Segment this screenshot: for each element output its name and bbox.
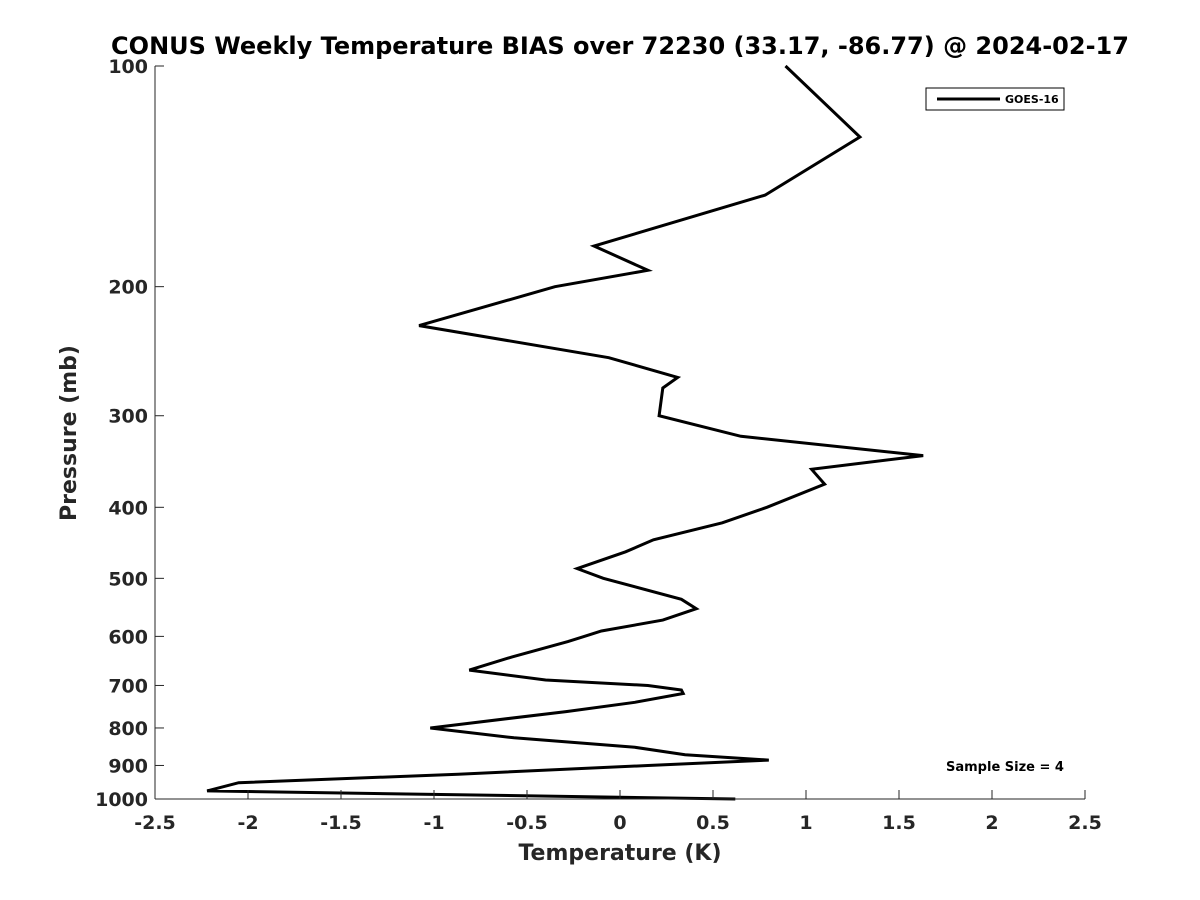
x-tick-label: 0 xyxy=(613,812,626,834)
x-tick-label: -0.5 xyxy=(506,812,548,834)
chart-title: CONUS Weekly Temperature BIAS over 72230… xyxy=(111,32,1129,60)
y-axis: 100 200 300 400 500 600 700 800 900 1000 xyxy=(95,56,164,811)
sample-size-annotation: Sample Size = 4 xyxy=(946,760,1064,775)
legend: GOES-16 xyxy=(925,87,1065,111)
legend-entry: GOES-16 xyxy=(1005,93,1059,106)
y-tick-label: 1000 xyxy=(95,789,148,811)
x-tick-label: -1.5 xyxy=(320,812,362,834)
y-tick-label: 700 xyxy=(108,675,148,697)
x-tick-label: 1 xyxy=(799,812,812,834)
y-tick-label: 100 xyxy=(108,56,148,78)
x-tick-label: 2.5 xyxy=(1068,812,1102,834)
x-tick-label: -1 xyxy=(423,812,444,834)
y-axis-label: Pressure (mb) xyxy=(57,345,82,521)
y-tick-label: 400 xyxy=(108,497,148,519)
x-tick-label: 0.5 xyxy=(696,812,730,834)
y-tick-label: 500 xyxy=(108,568,148,590)
plot-area xyxy=(206,64,924,801)
x-tick-label: -2 xyxy=(237,812,258,834)
x-axis: -2.5 -2 -1.5 -1 -0.5 0 0.5 1 1.5 2 2.5 xyxy=(134,790,1102,834)
y-tick-label: 200 xyxy=(108,277,148,299)
x-tick-label: 2 xyxy=(985,812,998,834)
y-tick-label: 800 xyxy=(108,718,148,740)
y-tick-label: 900 xyxy=(108,755,148,777)
y-tick-label: 300 xyxy=(108,406,148,428)
x-tick-label: -2.5 xyxy=(134,812,176,834)
y-tick-label: 600 xyxy=(108,626,148,648)
x-axis-label: Temperature (K) xyxy=(518,841,721,866)
x-tick-label: 1.5 xyxy=(882,812,916,834)
series-line-goes-16 xyxy=(206,64,924,801)
